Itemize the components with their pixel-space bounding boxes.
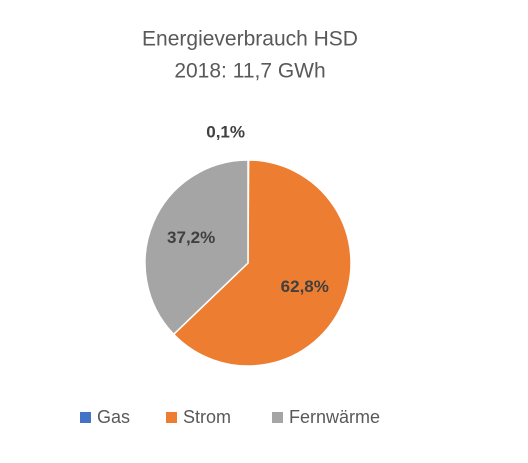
pie-slice xyxy=(172,159,352,367)
chart-subtitle: 2018: 11,7 GWh xyxy=(174,60,325,83)
legend-label: Strom xyxy=(183,407,231,427)
data-label: 62,8% xyxy=(281,277,329,296)
chart-title: Energieverbrauch HSD xyxy=(142,28,358,51)
legend-label: Gas xyxy=(97,407,130,427)
data-label: 0,1% xyxy=(206,122,245,141)
data-label: 37,2% xyxy=(167,228,215,247)
legend-swatch xyxy=(80,412,91,423)
pie-slice xyxy=(144,159,249,336)
legend-label: Fernwärme xyxy=(289,407,380,427)
legend-swatch xyxy=(272,412,283,423)
legend-swatch xyxy=(166,412,177,423)
